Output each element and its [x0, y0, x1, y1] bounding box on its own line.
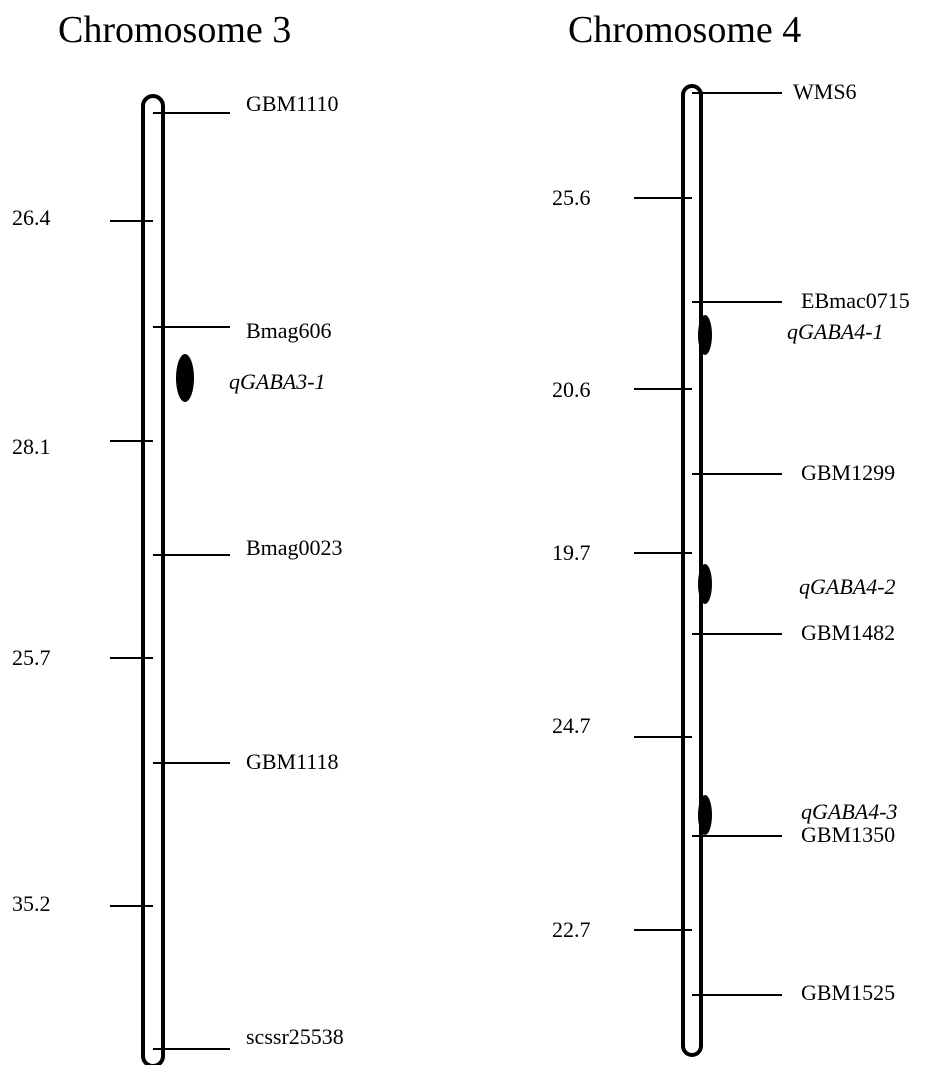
marker-label-scssr25538: scssr25538 [246, 1024, 344, 1049]
qtl-marker-qgaba4-2 [698, 564, 712, 604]
distance-label-22-7: 22.7 [552, 917, 591, 942]
marker-label-ebmac0715: EBmac0715 [801, 288, 910, 313]
distance-label-35-2: 35.2 [12, 891, 51, 916]
distance-label-25-7: 25.7 [12, 645, 51, 670]
distance-label-24-7: 24.7 [552, 713, 591, 738]
marker-label-bmag0023: Bmag0023 [246, 535, 343, 560]
qtl-marker-qgaba4-3 [698, 795, 712, 835]
qtl-marker-qgaba4-1 [698, 315, 712, 355]
qtl-label-qgaba4-3: qGABA4-3 [801, 799, 898, 824]
marker-label-gbm1482: GBM1482 [801, 620, 895, 645]
qtl-label-qgaba3-1: qGABA3-1 [229, 369, 326, 394]
marker-label-bmag606: Bmag606 [246, 318, 332, 343]
distance-label-25-6: 25.6 [552, 185, 591, 210]
distance-label-28-1: 28.1 [12, 434, 51, 459]
distance-label-20-6: 20.6 [552, 377, 591, 402]
chromosome-3-title: Chromosome 3 [58, 9, 291, 51]
marker-label-gbm1350: GBM1350 [801, 822, 895, 847]
marker-label-wms6: WMS6 [793, 79, 857, 104]
qtl-label-qgaba4-1: qGABA4-1 [787, 319, 884, 344]
chromosome-3-group: Chromosome 3 GBM1110 Bmag606 Bmag0023 GB… [12, 9, 344, 1065]
marker-label-gbm1118: GBM1118 [246, 749, 339, 774]
marker-label-gbm1299: GBM1299 [801, 460, 895, 485]
distance-label-26-4: 26.4 [12, 205, 51, 230]
distance-label-19-7: 19.7 [552, 540, 591, 565]
chromosome-3-bar [141, 94, 165, 1065]
chromosome-4-title: Chromosome 4 [568, 9, 801, 51]
marker-label-gbm1525: GBM1525 [801, 980, 895, 1005]
qtl-label-qgaba4-2: qGABA4-2 [799, 574, 896, 599]
marker-label-gbm1110: GBM1110 [246, 91, 339, 116]
chromosome-4-bar [681, 84, 703, 1057]
chromosome-4-group: Chromosome 4 WMS6 EBmac0715 GBM1299 GBM1… [552, 9, 910, 1057]
qtl-marker-qgaba3-1 [176, 354, 194, 402]
